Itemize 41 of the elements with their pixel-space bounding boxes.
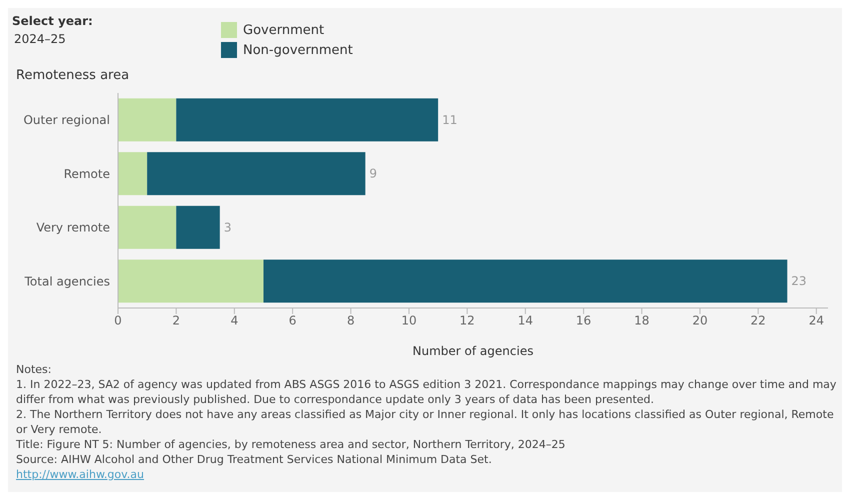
y-tick-label: Outer regional [23,113,110,128]
text: 1. In 2022–23, SA2 of agency was updated from ABS ASGS 2016 to ASGS edition 3 2021. Correspondance mappings may change over time and may differ from what was previously published. Due to correspondance update only 3 years of data has been presented. [16,377,838,407]
x-tick-label: 20 [692,314,708,328]
x-tick-label: 16 [576,314,592,328]
bar [263,260,788,303]
x-tick-label: 2 [172,314,180,328]
text: Select year: [12,14,93,28]
text: Title: Figure NT 5: Number of agencies, by remoteness area and sector, Northern Territory, 2024–25 [16,437,566,452]
text: 2. The Northern Territory does not have any areas classified as Major city or Inner regional. It only has locations classified as Outer regional, Remote or Very remote. [16,407,835,437]
source-note: Source: AIHW Alcohol and Other Drug Treatment Services National Minimum Data Set. [16,452,493,467]
x-tick-label: 22 [750,314,766,328]
x-tick-label: 14 [518,314,534,328]
text: Notes: [16,362,52,377]
bar [176,98,438,142]
legend-label: Government [242,22,326,40]
x-tick-label: 0 [114,314,122,328]
x-tick-label: 6 [288,314,296,328]
bar [118,206,176,249]
text: http://www.aihw.gov.au [16,467,146,482]
text: 2024–25 [14,32,66,46]
y-tick-label: Remote [64,166,110,181]
bar [118,98,176,142]
y-tick-label: Very remote [36,220,110,235]
bar [118,152,148,196]
y-axis-title: Remoteness area [16,68,130,83]
y-tick-label: Total agencies [24,274,110,288]
total-label: 9 [369,166,377,181]
bar [147,152,366,196]
x-tick-label: 8 [346,314,355,328]
x-tick-label: 18 [634,314,650,328]
x-tick-label: 12 [460,314,475,328]
total-label: 11 [442,112,458,127]
bar [118,260,264,303]
x-tick-label: 24 [808,314,824,328]
legend-label: Non-government [242,42,353,60]
x-axis-title: Number of agencies [412,344,534,358]
total-label: 3 [224,220,232,234]
x-tick-label: 4 [230,314,238,328]
x-tick-label: 10 [401,314,417,328]
bar [176,206,220,249]
total-label: 23 [791,274,807,288]
